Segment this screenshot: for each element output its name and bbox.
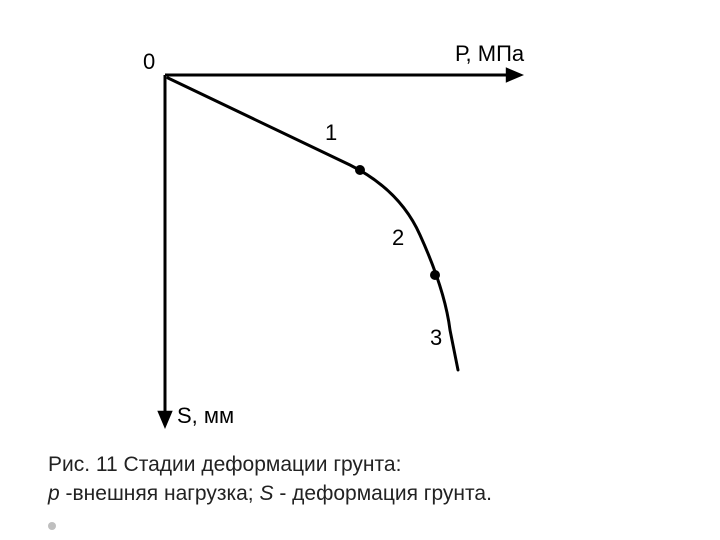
caption-var-s: S [259, 482, 273, 505]
segment-label-3: 3 [430, 325, 442, 350]
segment-label-1: 1 [325, 120, 337, 145]
diagram-container: 0 Р, МПа S, мм 1 2 3 [110, 20, 590, 430]
deformation-diagram: 0 Р, МПа S, мм 1 2 3 [110, 20, 590, 430]
slide-bullet-icon [48, 522, 56, 530]
curve-point-2 [430, 270, 440, 280]
caption-line2: р -внешняя нагрузка; S - деформация грун… [48, 479, 668, 508]
deformation-curve [168, 78, 458, 370]
caption-var-p: р [48, 482, 60, 505]
curve-point-1 [355, 165, 365, 175]
y-axis-arrow-icon [157, 411, 172, 429]
caption-line1: Рис. 11 Стадии деформации грунта: [48, 450, 668, 479]
origin-label: 0 [143, 49, 155, 74]
x-axis-arrow-icon [506, 67, 524, 82]
y-axis-label: S, мм [177, 403, 234, 428]
caption-text-end: - деформация грунта. [274, 482, 492, 505]
caption-text-mid: -внешняя нагрузка; [60, 482, 260, 505]
x-axis-label: Р, МПа [455, 41, 525, 66]
figure-caption: Рис. 11 Стадии деформации грунта: р -вне… [48, 450, 668, 509]
segment-label-2: 2 [392, 225, 404, 250]
